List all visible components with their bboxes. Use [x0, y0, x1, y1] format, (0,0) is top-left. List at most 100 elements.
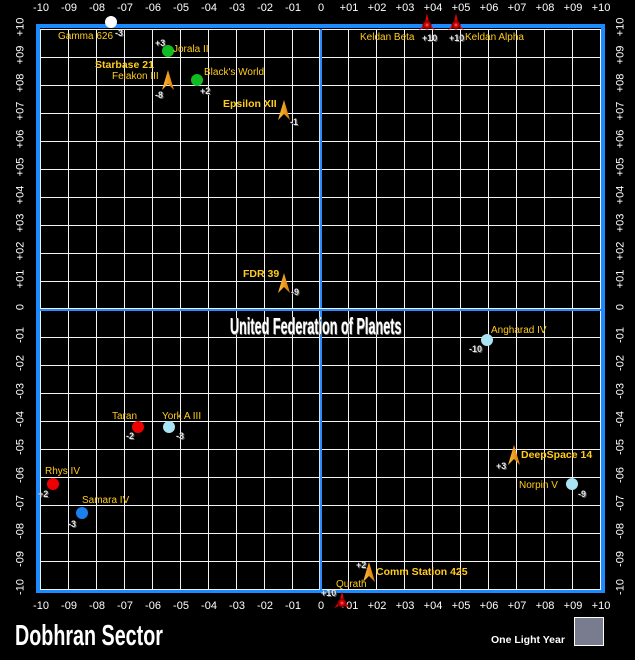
x-tick-label: +03 — [395, 2, 415, 14]
planet-marker-norpin-v[interactable] — [566, 478, 578, 490]
x-tick-label: -01 — [285, 600, 301, 612]
planet-marker-angharad-iv[interactable] — [481, 334, 493, 346]
x-tick-label: +06 — [479, 600, 499, 612]
y-tick-label: -04 — [614, 411, 627, 427]
y-tick-label: 0 — [14, 303, 27, 311]
y-tick-label: -09 — [14, 551, 27, 567]
starbase-label: Epsilon XII — [223, 98, 277, 110]
y-tick-label: +04 — [14, 185, 27, 205]
x-tick-label: -05 — [173, 2, 189, 14]
y-tick-label: +02 — [14, 241, 27, 261]
region-label: United Federation of Planets — [230, 313, 402, 339]
elevation-label: +2 — [200, 86, 211, 96]
y-tick-label: +05 — [14, 157, 27, 177]
elevation-label: -9 — [578, 489, 587, 499]
klingon-world-label: Keldan Alpha — [465, 32, 524, 43]
planet-marker-samara-iv[interactable] — [76, 507, 88, 519]
starbase-label: FDR 39 — [243, 268, 280, 280]
y-tick-label: -02 — [614, 355, 627, 371]
y-tick-label: +06 — [14, 129, 27, 149]
x-tick-label: -03 — [229, 2, 245, 14]
y-tick-label: -07 — [14, 495, 27, 511]
planet-label: Gamma 626 — [58, 31, 114, 42]
elevation-label: -10 — [469, 344, 483, 354]
y-tick-label: -10 — [14, 579, 27, 595]
planet-marker-taran[interactable] — [132, 421, 144, 433]
planet-label: Norpin V — [519, 480, 558, 491]
planet-marker-blacks-world[interactable] — [191, 74, 203, 86]
y-tick-label: -10 — [614, 579, 627, 595]
x-tick-label: -03 — [229, 600, 245, 612]
y-tick-label: +03 — [614, 213, 627, 233]
planet-label: Black's World — [204, 67, 265, 78]
y-tick-label: +10 — [614, 17, 627, 37]
starbase-label: Comm Station 425 — [376, 566, 468, 578]
y-tick-label: -08 — [614, 523, 627, 539]
y-tick-label: +10 — [14, 17, 27, 37]
y-tick-label: -01 — [614, 327, 627, 343]
y-tick-label: -07 — [614, 495, 627, 511]
planet-label: Taran — [112, 411, 138, 422]
x-tick-label: +03 — [395, 600, 415, 612]
x-tick-label: +04 — [423, 600, 443, 612]
y-tick-label: -03 — [614, 383, 627, 399]
y-tick-label: -05 — [14, 439, 27, 455]
elevation-label: -9 — [291, 287, 300, 297]
x-tick-label: -08 — [89, 600, 105, 612]
x-tick-label: +10 — [591, 600, 611, 612]
planet-label: Rhys IV — [45, 466, 81, 477]
x-tick-label: -09 — [61, 600, 77, 612]
starfleet-insignia-icon[interactable] — [363, 562, 375, 582]
x-tick-label: +01 — [339, 2, 359, 14]
x-tick-label: +10 — [591, 2, 611, 14]
y-tick-label: -05 — [614, 439, 627, 455]
planet-marker-rhys-iv[interactable] — [47, 478, 59, 490]
klingon-emblem-icon[interactable] — [419, 13, 435, 31]
starfleet-insignia-icon[interactable] — [508, 445, 520, 465]
planet-marker-gamma-626[interactable] — [105, 16, 117, 28]
elevation-label: +3 — [155, 38, 166, 48]
klingon-emblem-icon[interactable] — [334, 591, 350, 609]
elevation-label: -3 — [176, 431, 185, 441]
elevation-label: -8 — [155, 90, 164, 100]
planet-label: York A III — [162, 411, 202, 422]
x-tick-label: -06 — [145, 600, 161, 612]
x-tick-label: -05 — [173, 600, 189, 612]
klingon-emblem-icon[interactable] — [448, 13, 464, 31]
y-tick-label: +08 — [14, 73, 27, 93]
klingon-world-label: Qurath — [336, 579, 367, 590]
starfleet-insignia-icon[interactable] — [278, 100, 290, 120]
starbase-label: Starbase 21 — [95, 59, 154, 71]
y-tick-label: -06 — [14, 467, 27, 483]
y-tick-label: -03 — [14, 383, 27, 399]
starfleet-insignia-icon[interactable] — [278, 273, 290, 293]
y-tick-label: +09 — [614, 45, 627, 65]
x-tick-label: -10 — [33, 600, 49, 612]
elevation-label: -1 — [290, 117, 299, 127]
x-tick-label: +07 — [507, 600, 527, 612]
x-tick-label: +08 — [535, 2, 555, 14]
x-tick-label: -04 — [201, 600, 217, 612]
x-tick-label: +06 — [479, 2, 499, 14]
y-tick-label: +09 — [14, 45, 27, 65]
starfleet-insignia-icon[interactable] — [162, 70, 174, 90]
starbase-label: DeepSpace 14 — [521, 449, 593, 461]
x-tick-label: 0 — [317, 600, 325, 612]
y-tick-label: +01 — [14, 269, 27, 289]
planet-marker-york-a-iii[interactable] — [163, 421, 175, 433]
x-tick-label: +02 — [367, 600, 387, 612]
x-tick-label: +07 — [507, 2, 527, 14]
sector-title: Dobhran Sector — [15, 620, 163, 652]
elevation-label: +10 — [422, 33, 438, 43]
x-tick-label: 0 — [317, 2, 325, 14]
klingon-world-label: Keldan Beta — [360, 32, 415, 43]
y-tick-label: +03 — [14, 213, 27, 233]
planet-marker-jorala-ii[interactable] — [162, 45, 174, 57]
x-tick-label: +04 — [423, 2, 443, 14]
y-tick-label: +05 — [614, 157, 627, 177]
x-tick-label: +08 — [535, 600, 555, 612]
elevation-label: +3 — [496, 461, 507, 471]
y-tick-label: -09 — [614, 551, 627, 567]
x-tick-label: -08 — [89, 2, 105, 14]
x-tick-label: -09 — [61, 2, 77, 14]
